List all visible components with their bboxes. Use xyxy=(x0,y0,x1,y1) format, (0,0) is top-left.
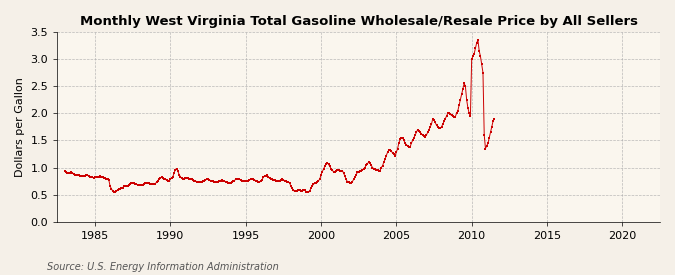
Text: Source: U.S. Energy Information Administration: Source: U.S. Energy Information Administ… xyxy=(47,262,279,272)
Title: Monthly West Virginia Total Gasoline Wholesale/Resale Price by All Sellers: Monthly West Virginia Total Gasoline Who… xyxy=(80,15,638,28)
Y-axis label: Dollars per Gallon: Dollars per Gallon xyxy=(15,77,25,177)
